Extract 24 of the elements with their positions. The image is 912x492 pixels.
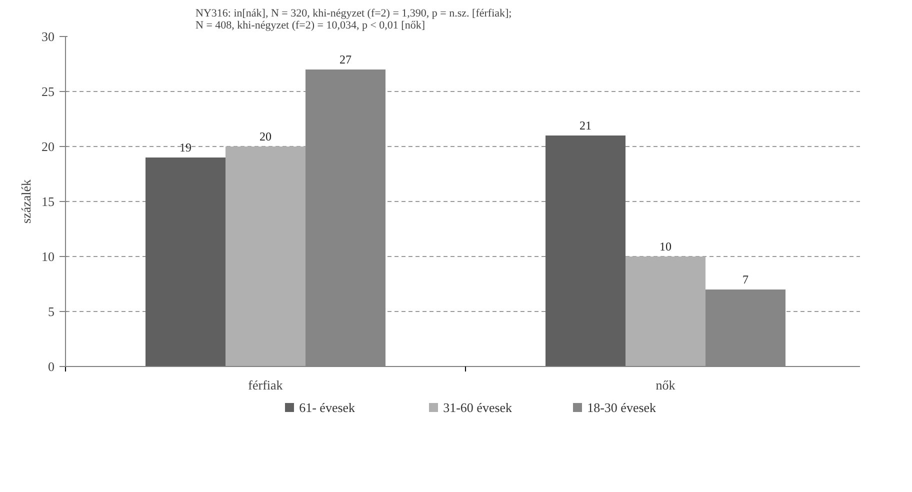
chart-title: NY316: in[nák], N = 320, khi-négyzet (f=2) = 1,390, p = n.sz. [férfiak]; N = 408, khi-négyzet (f=2) = 10,034, p < 0,01 [nők] [196,8,512,32]
data-label: 19 [180,140,192,154]
y-tick-label: 15 [42,194,54,209]
data-label: 20 [260,130,272,144]
data-label: 21 [580,118,592,132]
y-axis-title: százalék [18,178,34,224]
y-tick-label: 10 [42,249,54,264]
legend-label: 61- évesek [299,400,356,415]
data-label: 7 [742,272,748,286]
bar [146,158,226,366]
y-tick-label: 5 [48,304,54,319]
y-tick-label: 0 [48,359,54,374]
bar [546,136,626,366]
x-tick-label: férfiak [248,378,284,392]
bar [626,256,706,366]
bar [226,146,306,366]
data-label: 27 [340,52,352,66]
legend-label: 18-30 évesek [587,400,657,415]
legend-label: 31-60 évesek [443,400,513,415]
y-tick-label: 20 [42,139,54,154]
y-tick-label: 30 [42,29,54,44]
y-tick-label: 25 [42,84,54,99]
x-tick-label: nők [656,378,676,392]
data-label: 10 [660,240,672,254]
